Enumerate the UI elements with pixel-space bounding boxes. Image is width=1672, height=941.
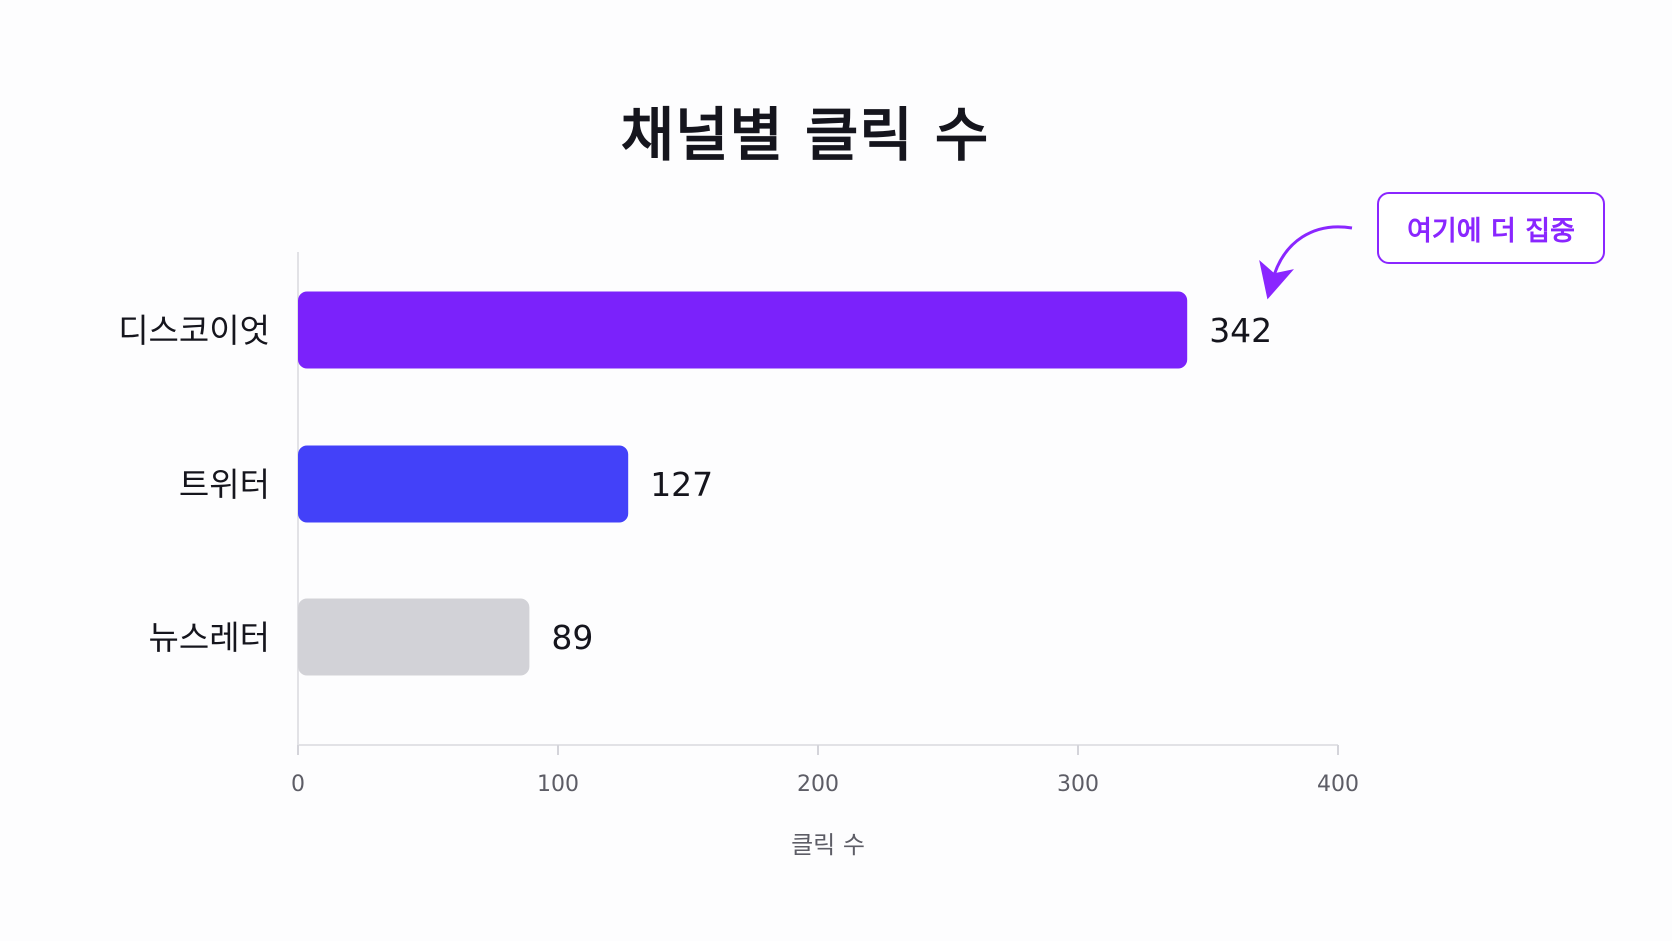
category-label-0: 디스코이엇: [118, 311, 270, 350]
x-axis-title: 클릭 수: [791, 831, 865, 859]
category-label-2: 뉴스레터: [149, 618, 270, 657]
category-label-1: 트위터: [179, 465, 270, 504]
value-label-2: 89: [551, 618, 593, 657]
bar-1: [298, 445, 629, 523]
bar-0: [298, 291, 1188, 369]
x-tick-label-1: 100: [537, 772, 579, 797]
bar-2: [298, 598, 530, 676]
value-label-1: 127: [650, 465, 713, 504]
annotation-callout: 여기에 더 집중: [1377, 192, 1605, 264]
x-tick-label-4: 400: [1317, 772, 1359, 797]
annotation-arrow: [1259, 225, 1353, 300]
annotation-text: 여기에 더 집중: [1407, 215, 1575, 247]
value-label-0: 342: [1209, 311, 1272, 350]
x-tick-label-2: 200: [797, 772, 839, 797]
chart-title: 채널별 클릭 수: [620, 101, 990, 169]
x-tick-label-3: 300: [1057, 772, 1099, 797]
x-tick-label-0: 0: [291, 772, 305, 797]
